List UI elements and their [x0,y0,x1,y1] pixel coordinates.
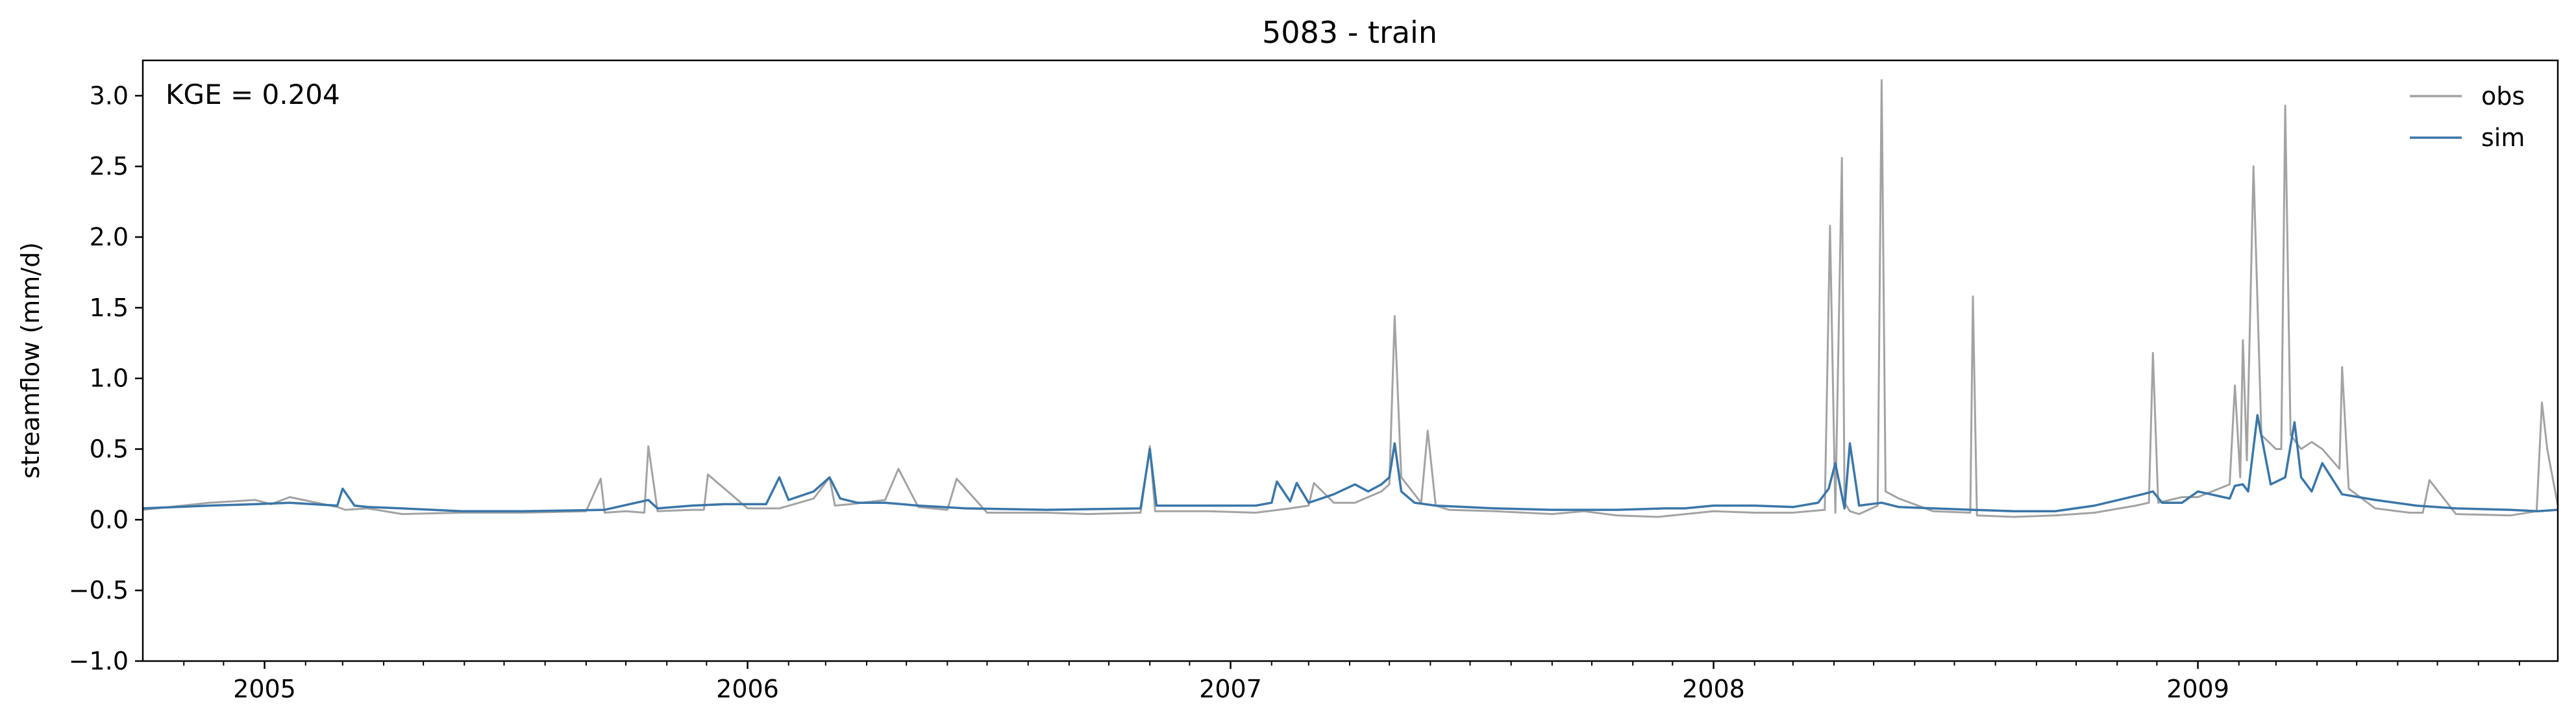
y-axis-label: streamflow (mm/d) [16,242,45,479]
y-tick-label: 1.5 [90,294,129,322]
legend-label-sim: sim [2481,123,2525,152]
x-tick-label: 2006 [716,675,779,703]
x-tick-label: 2005 [233,675,296,703]
y-tick-label: 3.0 [90,81,129,110]
y-tick-label: −1.0 [69,647,129,675]
y-tick-label: 2.5 [90,152,129,181]
y-tick-label: 1.0 [90,364,129,393]
x-tick-label: 2007 [1199,675,1262,703]
y-tick-label: −0.5 [69,576,129,605]
chart-title: 5083 - train [1262,15,1437,50]
legend: obs sim [2410,82,2525,152]
y-tick-label: 0.5 [90,435,129,464]
y-axis: −1.0 −0.5 0.0 0.5 1.0 1.5 2.0 2.5 3.0 [69,81,143,675]
y-tick-label: 0.0 [90,505,129,534]
axes-frame [142,59,2559,662]
series-line-obs [142,79,2559,518]
x-tick-label: 2008 [1682,675,1745,703]
legend-label-obs: obs [2481,82,2525,110]
kge-annotation: KGE = 0.204 [166,79,340,110]
series-line-sim [142,414,2558,513]
x-tick-label: 2009 [2166,675,2229,703]
y-tick-label: 2.0 [90,223,129,251]
x-axis: 2005 2006 2007 2008 2009 [183,661,2520,703]
plot-area [142,79,2559,518]
